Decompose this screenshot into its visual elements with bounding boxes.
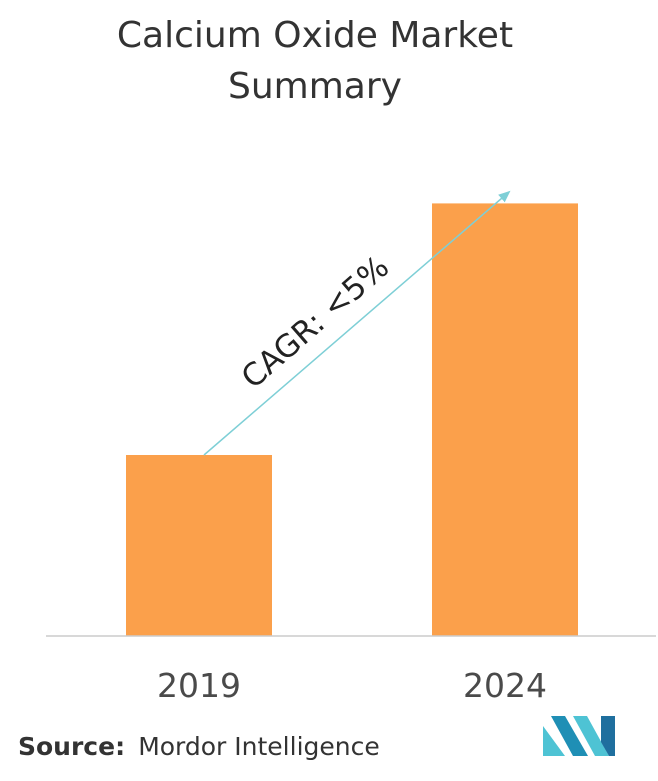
bars-group: [126, 203, 578, 636]
bar-2019: [126, 455, 272, 636]
source-text: Source: Mordor Intelligence: [18, 732, 380, 761]
x-tick-label-2024: 2024: [463, 666, 547, 705]
bar-2024: [432, 203, 578, 636]
mordor-intelligence-logo-icon: [543, 716, 615, 756]
chart-title-line-1: Calcium Oxide Market: [117, 15, 513, 56]
x-tick-labels: 2019 2024: [157, 666, 547, 705]
source-name: Mordor Intelligence: [138, 732, 380, 761]
cagr-label: CAGR: <5%: [235, 249, 396, 396]
source-label: Source:: [18, 732, 125, 761]
cagr-arrow: [203, 190, 511, 456]
x-tick-label-2019: 2019: [157, 666, 241, 705]
chart-title-line-2: Summary: [228, 66, 402, 107]
